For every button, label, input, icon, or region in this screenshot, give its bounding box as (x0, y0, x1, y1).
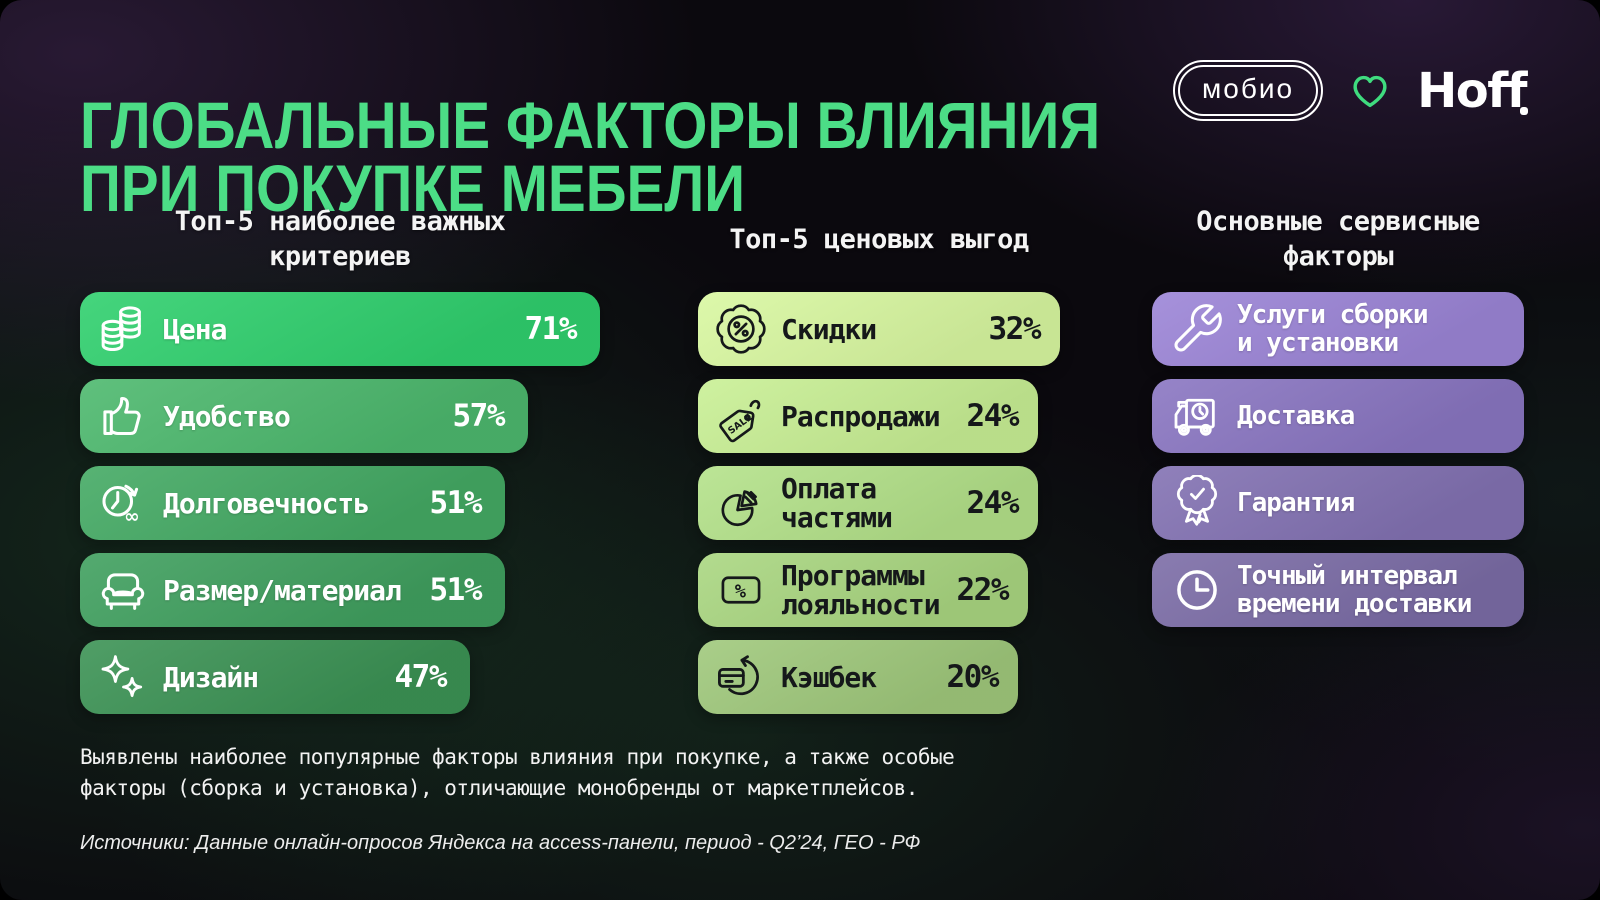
factor-label: Долговечность (163, 486, 370, 520)
factor-bar: Гарантия (1152, 466, 1524, 540)
installments-pie-icon (713, 475, 769, 531)
mobio-logo: мобио (1173, 60, 1324, 121)
page-title: ГЛОБАЛЬНЫЕ ФАКТОРЫ ВЛИЯНИЯ ПРИ ПОКУПКЕ МЕ… (80, 92, 1100, 221)
delivery-truck-icon (1169, 388, 1225, 444)
delivery-time-clock-icon (1169, 562, 1225, 618)
svg-text:%: % (735, 582, 747, 603)
page-title-line1: ГЛОБАЛЬНЫЕ ФАКТОРЫ ВЛИЯНИЯ (80, 88, 1101, 163)
hoff-logo-dot (1520, 106, 1528, 115)
bar-list: Услуги сборки и установки Доставка Гаран… (1152, 292, 1524, 627)
factor-bar: Размер/материал 51% (80, 553, 505, 627)
factor-value: 22% (956, 572, 1010, 608)
column-header: Топ-5 ценовых выгод (729, 223, 1029, 255)
factor-label: Доставка (1237, 401, 1355, 431)
durability-icon: ∞ (95, 475, 151, 531)
discount-badge-icon (713, 301, 769, 357)
factor-label: Услуги сборки и установки (1237, 300, 1428, 358)
factor-bar: Точный интервал времени доставки (1152, 553, 1524, 627)
factor-value: 51% (429, 485, 483, 521)
coins-icon (95, 301, 151, 357)
bar-list: Скидки 32% SALE Распродажи 24% Оплата част… (698, 292, 1060, 714)
factor-value: 57% (452, 398, 506, 434)
factor-label: Скидки (781, 312, 877, 346)
factor-bar: Доставка (1152, 379, 1524, 453)
factor-bar: SALE Распродажи 24% (698, 379, 1038, 453)
page-title-line2: ПРИ ПОКУПКЕ МЕБЕЛИ (80, 151, 746, 226)
factor-bar: Скидки 32% (698, 292, 1060, 366)
factor-label: Дизайн (163, 660, 259, 694)
footnote-text: Выявлены наиболее популярные факторы вли… (80, 745, 955, 800)
thumbs-up-icon (95, 388, 151, 444)
hoff-logo-label: Hoff (1417, 62, 1527, 119)
logos: мобио Hoff (1173, 60, 1530, 121)
factor-label: Удобство (163, 399, 291, 433)
column-top5-criteria: Топ-5 наиболее важных критериев Цена 71% … (80, 198, 600, 727)
factor-label: Оплата частями (781, 472, 893, 534)
factor-value: 32% (988, 311, 1042, 347)
factor-label: Точный интервал времени доставки (1237, 561, 1472, 619)
factor-label: Программы лояльности (781, 559, 941, 621)
factor-bar: Дизайн 47% (80, 640, 470, 714)
sparkles-icon (95, 649, 151, 705)
factor-label: Гарантия (1237, 488, 1355, 518)
mobio-logo-label: мобио (1178, 65, 1319, 116)
factor-bar: % Программы лояльности 22% (698, 553, 1028, 627)
factor-value: 20% (946, 659, 1000, 695)
factor-label: Цена (163, 312, 227, 346)
factor-value: 51% (429, 572, 483, 608)
sofa-icon (95, 562, 151, 618)
wrench-icon (1169, 301, 1225, 357)
source-text: Источники: Данные онлайн-опросов Яндекса… (80, 832, 921, 854)
column-header: Основные сервисные факторы (1196, 206, 1480, 272)
factor-value: 71% (524, 311, 578, 347)
heart-icon (1347, 68, 1393, 114)
factor-bar: Удобство 57% (80, 379, 528, 453)
sale-tag-icon: SALE (713, 388, 769, 444)
factor-label: Распродажи (781, 399, 941, 433)
cashback-icon (713, 649, 769, 705)
column-service-factors: Основные сервисные факторы Услуги сборки… (1152, 198, 1524, 640)
factor-bar: Цена 71% (80, 292, 600, 366)
svg-text:∞: ∞ (124, 506, 140, 527)
column-header: Топ-5 наиболее важных критериев (174, 206, 506, 272)
factor-bar: ∞ Долговечность 51% (80, 466, 505, 540)
loyalty-percent-icon: % (713, 562, 769, 618)
factor-value: 24% (966, 398, 1020, 434)
factor-value: 24% (966, 485, 1020, 521)
factor-bar: Оплата частями 24% (698, 466, 1038, 540)
bar-list: Цена 71% Удобство 57% ∞ Долговечность 51% Р… (80, 292, 600, 714)
factor-label: Кэшбек (781, 660, 877, 694)
hoff-logo: Hoff (1417, 63, 1530, 119)
factor-bar: Услуги сборки и установки (1152, 292, 1524, 366)
warranty-rosette-icon (1169, 475, 1225, 531)
factor-bar: Кэшбек 20% (698, 640, 1018, 714)
factor-value: 47% (394, 659, 448, 695)
column-top5-price-benefits: Топ-5 ценовых выгод Скидки 32% SALE Распр… (698, 198, 1060, 727)
factor-label: Размер/материал (163, 573, 402, 607)
